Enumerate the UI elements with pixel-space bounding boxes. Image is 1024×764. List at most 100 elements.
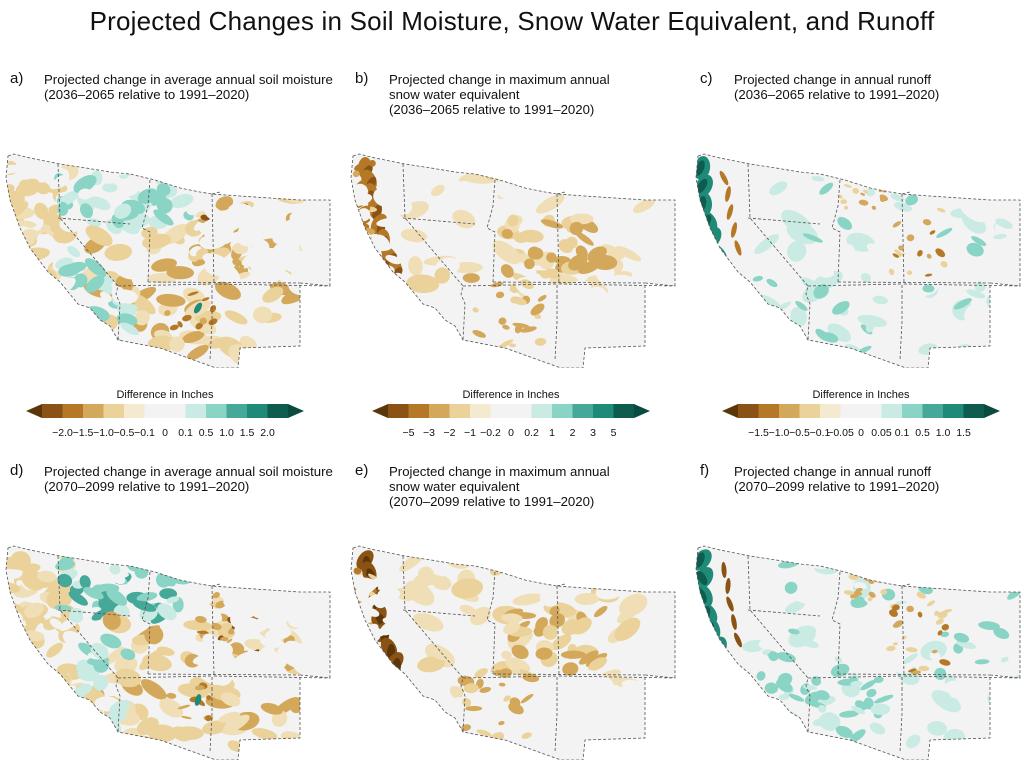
map-patch [758,638,779,650]
map-patch [54,174,70,188]
legend-tick-label: 1.0 [219,427,234,439]
map-patch [766,719,796,742]
map-patch [817,704,827,713]
map-soil-moisture-2036-2065 [5,153,331,368]
map-patch [774,328,796,344]
map-patch [874,226,891,240]
map-patch [866,172,879,182]
legend-swatch [531,404,553,418]
map-patch [166,596,180,604]
map-patch [966,242,984,257]
map-patch [462,273,480,283]
map-patch [351,601,359,611]
map-patch [111,261,135,280]
map-state-border [486,179,496,283]
map-state-border [807,675,903,688]
legend-arrow-low [26,404,42,418]
map-patch [927,720,948,736]
map-patch [202,720,227,735]
map-patch [752,275,764,282]
map-patch [114,668,142,688]
map-patch [93,675,109,691]
legend-tick-label: 0 [858,427,864,439]
map-patch [373,596,386,609]
map-patch [147,335,172,348]
map-patch [936,207,946,213]
panel-label: e) [355,462,369,479]
map-patch [116,313,138,326]
map-patch [159,588,178,600]
map-patch [486,289,518,314]
map-patch [788,628,800,635]
map-patch [260,702,283,715]
map-patch [166,266,194,280]
map-patch [224,310,248,325]
map-patch [512,730,550,755]
map-patch [364,670,392,681]
map-patch [109,699,131,715]
map-patch [972,593,994,611]
map-patch [73,174,97,194]
map-patch [392,183,405,196]
map-patch [366,608,380,617]
map-patch [840,243,855,257]
map-patch [78,188,92,200]
map-patch [813,284,829,299]
map-state-border [554,296,558,361]
map-patch [19,673,38,685]
map-patch [287,608,305,628]
map-patch [361,255,376,262]
map-patch [993,627,1010,640]
map-state-border [117,675,213,688]
map-patch [527,246,541,260]
legend-swatch [922,404,944,418]
map-patch [111,286,127,302]
map-patch [866,688,877,698]
map-patch [870,703,891,716]
map-state-border [402,555,466,733]
map-patch [6,260,20,277]
map-patch [356,289,378,306]
map-patch [754,233,780,255]
map-patch [534,337,547,346]
map-patch [355,651,368,660]
map-patch [79,575,91,589]
map-patch [906,234,915,242]
map-patch [6,557,28,570]
map-patch [187,291,199,296]
map-patch [726,596,734,612]
map-patch [433,564,447,577]
map-patch [269,349,298,366]
map-state-border [901,193,1021,287]
legend-tick-label: 1 [549,427,555,439]
map-patch [13,689,37,709]
map-patch [105,646,126,665]
map-patch [940,631,950,638]
map-patch [59,216,83,233]
map-region-outline [5,545,331,760]
map-patch [634,557,650,573]
panel-b: b) Projected change in maximum annual sn… [345,70,685,370]
legend-tick-label: −1 [464,427,476,439]
map-patch [354,162,368,171]
map-state-border [57,163,121,341]
map-patch [264,627,292,641]
map-patch [995,218,1013,229]
map-patch [352,170,360,178]
map-patch [524,258,535,270]
panel-label: b) [355,70,369,87]
map-patch [549,613,565,628]
map-state-border [141,179,151,283]
map-patch [251,728,278,740]
map-patch [627,165,654,188]
legend-swatch [881,404,903,418]
map-patch [61,727,82,741]
legend-swatch [572,404,594,418]
legend-swatch [738,404,759,418]
map-patch [944,266,967,287]
map-patch [46,590,66,610]
map-state-border [556,585,676,679]
map-patch [904,602,925,618]
map-patch [164,310,171,316]
map-patch [811,676,822,686]
